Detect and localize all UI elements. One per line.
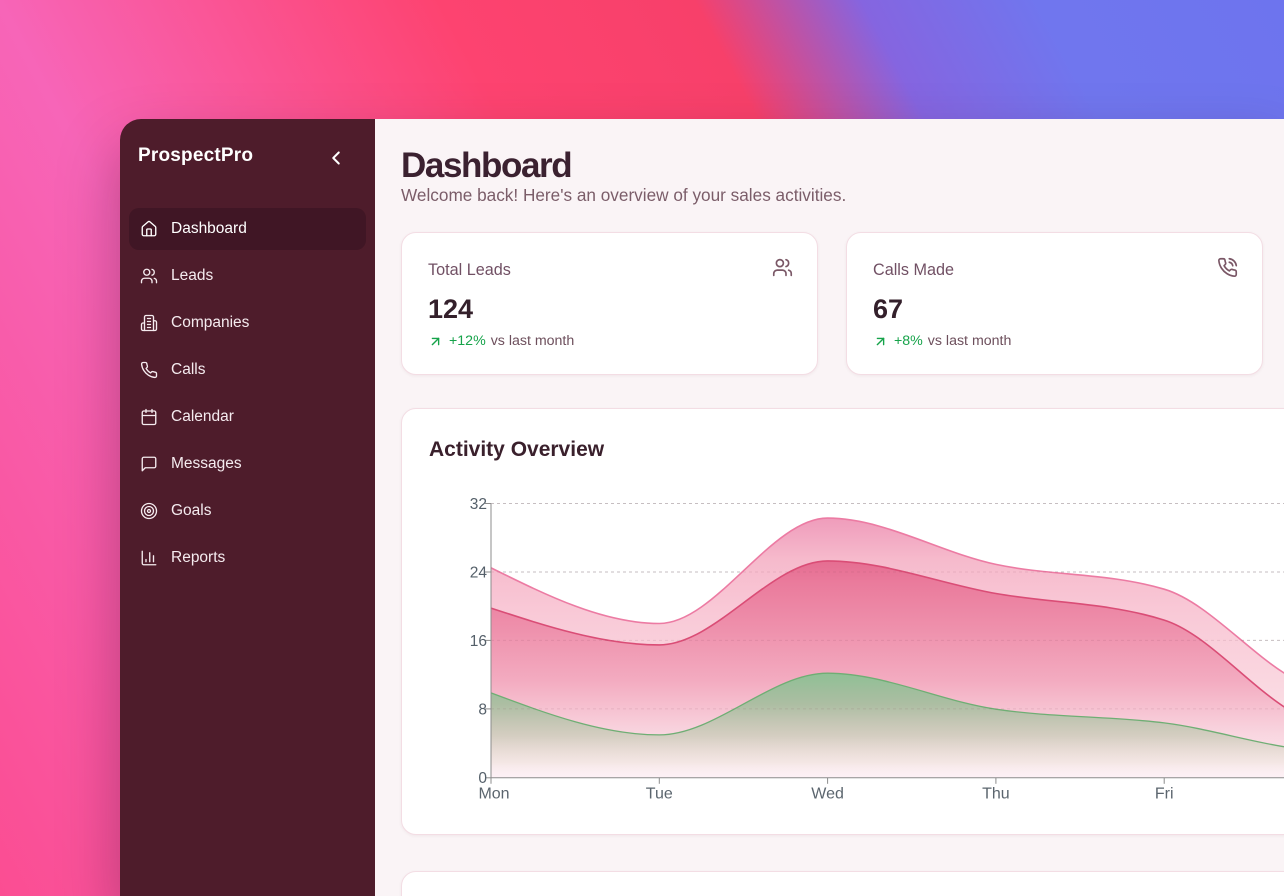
svg-text:Tue: Tue bbox=[646, 786, 673, 803]
svg-text:0: 0 bbox=[478, 770, 487, 787]
svg-text:24: 24 bbox=[470, 565, 488, 582]
svg-text:32: 32 bbox=[470, 496, 487, 513]
svg-text:Mon: Mon bbox=[478, 786, 509, 803]
svg-text:8: 8 bbox=[478, 701, 487, 718]
svg-text:16: 16 bbox=[470, 633, 487, 650]
svg-text:Fri: Fri bbox=[1155, 786, 1174, 803]
svg-text:Thu: Thu bbox=[982, 786, 1010, 803]
svg-text:Wed: Wed bbox=[811, 786, 844, 803]
